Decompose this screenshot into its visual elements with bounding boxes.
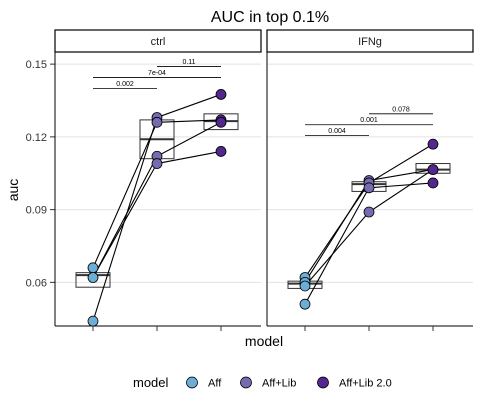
- ifng-pair-line-3: [304, 182, 434, 305]
- strip-label-ifng: IFNg: [358, 36, 382, 48]
- legend-key-aff: [186, 376, 198, 389]
- ctrl-bracket-label-2: 0.002: [116, 81, 134, 88]
- ifng-point-aff-3: [299, 298, 311, 310]
- ctrl-pair-line-1: [92, 121, 222, 278]
- ifng-point-aff-lib-2-0-2: [427, 164, 439, 176]
- ctrl-point-aff-2: [87, 315, 99, 327]
- ctrl-point-aff-lib-1: [151, 116, 163, 128]
- ifng-point-aff-lib-2-0-0: [427, 138, 439, 150]
- legend: model Aff Aff+Lib Aff+Lib 2.0: [133, 375, 392, 390]
- ifng-bracket-label-2: 0.004: [328, 128, 346, 135]
- ctrl-point-aff-lib-2-0-2: [215, 116, 227, 128]
- ctrl-point-aff-lib-2-0-3: [215, 146, 227, 157]
- ifng-point-aff-2: [299, 280, 311, 292]
- panel-ifng: IFNg 0.078 0.001 0.004: [266, 29, 474, 331]
- chart-title: AUC in top 0.1%: [211, 9, 329, 26]
- strip-ifng: [266, 29, 474, 53]
- y-tick-label-3: 0.15: [26, 59, 47, 71]
- y-tick-label-2: 0.12: [26, 132, 47, 144]
- ctrl-point-aff-0: [87, 262, 99, 274]
- ctrl-point-aff-lib-2-0-0: [215, 89, 227, 100]
- legend-key-aff-lib: [240, 376, 252, 389]
- strip-label-ctrl: ctrl: [151, 36, 166, 48]
- ctrl-bracket-label-0: 0.11: [182, 59, 195, 66]
- legend-label-aff: Aff: [208, 378, 222, 390]
- legend-key-aff-lib-2-0: [317, 376, 329, 389]
- panel-ctrl: ctrl 0.11 7e-04 0.002: [54, 29, 262, 331]
- y-tick-label-1: 0.09: [26, 205, 47, 217]
- ifng-point-aff-lib-2: [363, 182, 375, 194]
- ifng-point-aff-lib-3: [363, 206, 375, 218]
- strip-ctrl: [54, 29, 262, 53]
- legend-title: model: [133, 375, 169, 390]
- ifng-bracket-label-0: 0.078: [392, 106, 410, 113]
- ifng-bracket-label-1: 0.001: [360, 117, 378, 124]
- y-axis: 0.06 0.09 0.12 0.15: [26, 59, 55, 289]
- ctrl-pair-line-0: [92, 119, 222, 269]
- ctrl-point-aff-lib-3: [151, 158, 163, 169]
- y-axis-title: auc: [5, 179, 21, 202]
- ifng-point-aff-lib-2-0-3: [427, 177, 439, 189]
- x-axis-title: model: [245, 333, 283, 349]
- legend-label-aff-lib-2-0: Aff+Lib 2.0: [339, 378, 392, 390]
- y-tick-label-0: 0.06: [26, 277, 47, 289]
- ctrl-pair-line-3: [92, 93, 222, 322]
- ctrl-bracket-label-1: 7e-04: [148, 70, 166, 77]
- ctrl-point-aff-1: [87, 272, 99, 283]
- legend-label-aff-lib: Aff+Lib: [262, 378, 296, 390]
